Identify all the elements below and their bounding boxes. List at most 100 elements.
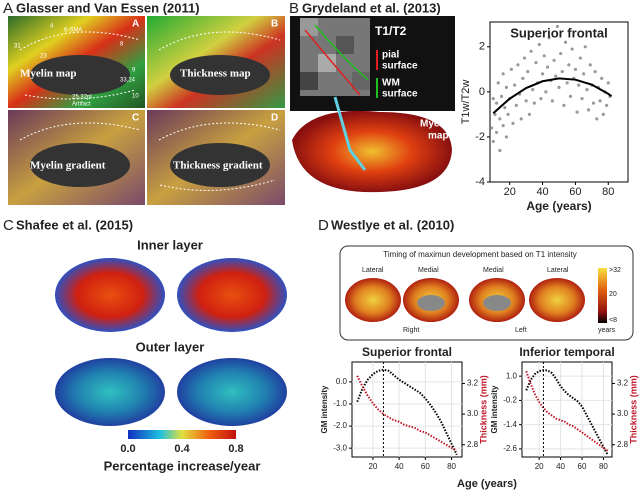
y-tick-label: -2.0	[333, 421, 347, 430]
area-label: 9	[132, 68, 136, 74]
section-title: Outer layer	[136, 339, 205, 354]
scatter-point	[534, 60, 538, 65]
series-line	[356, 368, 458, 456]
panel-letter: C	[3, 217, 14, 234]
scatter-point	[501, 124, 505, 128]
chart-title: Superior frontal	[362, 345, 452, 359]
x-tick-label: 60	[421, 462, 430, 471]
medial-wall	[417, 295, 445, 311]
panel-b: B Grydeland et al. (2013) T1/T2 pial sur…	[289, 0, 455, 193]
y-tick-label: 0	[479, 86, 485, 98]
colorbar	[598, 268, 607, 323]
series-line	[356, 375, 458, 452]
area-label: 31	[14, 44, 21, 50]
scatter-point	[519, 117, 523, 121]
image-label: Myelin	[420, 119, 451, 130]
colorbar-tick: 20	[609, 291, 617, 298]
area-label: 4	[50, 24, 54, 30]
scatter-point	[501, 72, 505, 76]
scatter-point	[573, 67, 578, 71]
medial-wall	[483, 295, 511, 311]
panel-letter: A	[3, 0, 13, 17]
scatter-point	[537, 42, 541, 47]
scatter-point	[545, 65, 550, 69]
series-line	[525, 370, 609, 452]
colorbar-label: Percentage increase/year	[104, 458, 261, 473]
x-tick-label: 80	[447, 462, 456, 471]
scatter-point	[527, 112, 532, 116]
scatter-point	[560, 69, 564, 74]
scatter-point	[591, 101, 596, 105]
callosum	[30, 55, 130, 95]
x-tick-label: 20	[368, 462, 377, 471]
x-tick-label: 40	[395, 462, 404, 471]
brain-image	[177, 258, 287, 332]
scatter-point	[582, 72, 586, 76]
scatter-point	[557, 85, 561, 89]
colorbar-tick: >32	[609, 267, 621, 274]
scatter-point	[491, 139, 495, 144]
corner-letter: B	[271, 19, 278, 30]
x-tick-label: 80	[599, 462, 608, 471]
scatter-point	[513, 83, 517, 87]
legend-swatch	[376, 50, 378, 70]
y2-axis-label: Thickness (mm)	[628, 375, 638, 444]
scatter-point	[522, 56, 527, 60]
brain-image	[345, 278, 401, 322]
side-label: Right	[403, 327, 419, 334]
y2-tick-label: 3.0	[467, 409, 479, 418]
callosum	[170, 143, 270, 187]
x-axis-label: Age (years)	[457, 478, 517, 490]
y-axis-label: T1w/T2w	[460, 80, 472, 125]
scatter-point	[524, 99, 528, 103]
legend-swatch	[376, 78, 378, 98]
y2-tick-label: 3.2	[617, 379, 629, 388]
callosum	[170, 55, 270, 95]
scatter-point	[570, 47, 574, 51]
scatter-point	[578, 56, 582, 60]
x-tick-label: 20	[504, 186, 516, 198]
scatter-point	[498, 148, 502, 153]
y-tick-label: -2	[475, 131, 485, 143]
scatter-point	[491, 97, 495, 101]
view-label: Medial	[483, 267, 504, 274]
y2-tick-label: 2.8	[617, 440, 629, 449]
scatter-point	[511, 121, 515, 126]
scatter-point	[565, 81, 569, 85]
chart-title: Inferior temporal	[519, 345, 614, 359]
view-label: Lateral	[362, 267, 384, 274]
legend-text: WM	[382, 78, 400, 89]
scatter-point	[593, 69, 597, 74]
panel-title: Grydeland et al. (2013)	[302, 0, 441, 15]
series-line	[525, 369, 609, 456]
scatter-point	[490, 126, 494, 130]
scatter-point	[499, 94, 504, 98]
y-axis-label: GM intensity	[490, 385, 499, 434]
scatter-point	[506, 112, 510, 116]
scatter-point	[514, 103, 518, 107]
panel-title: Westlye et al. (2010)	[331, 217, 454, 232]
scatter-point	[600, 76, 604, 80]
fit-line	[492, 77, 613, 115]
y2-tick-label: 3.2	[467, 379, 479, 388]
colorbar-tick: 0.8	[228, 443, 243, 455]
scatter-point	[494, 130, 499, 135]
chart-title: Superior frontal	[510, 25, 608, 40]
panel-letter: D	[318, 217, 329, 234]
corner-letter: C	[132, 113, 139, 124]
inset-voxels	[300, 18, 370, 96]
x-tick-label: 80	[602, 186, 614, 198]
y-tick-label: -2.6	[503, 444, 517, 453]
section-title: Inner layer	[137, 237, 203, 252]
y-tick-label: -1.4	[503, 420, 517, 429]
y-axis-label: GM intensity	[320, 385, 329, 434]
scatter-point	[526, 69, 530, 74]
artifact-label: Artifact	[72, 102, 91, 108]
y-tick-label: -0.2	[503, 396, 517, 405]
brain-image	[55, 358, 165, 426]
pointer	[333, 96, 367, 171]
scatter-point	[568, 94, 573, 98]
colorbar	[128, 430, 236, 439]
scatter-point	[577, 83, 581, 87]
brain-image	[177, 358, 287, 426]
